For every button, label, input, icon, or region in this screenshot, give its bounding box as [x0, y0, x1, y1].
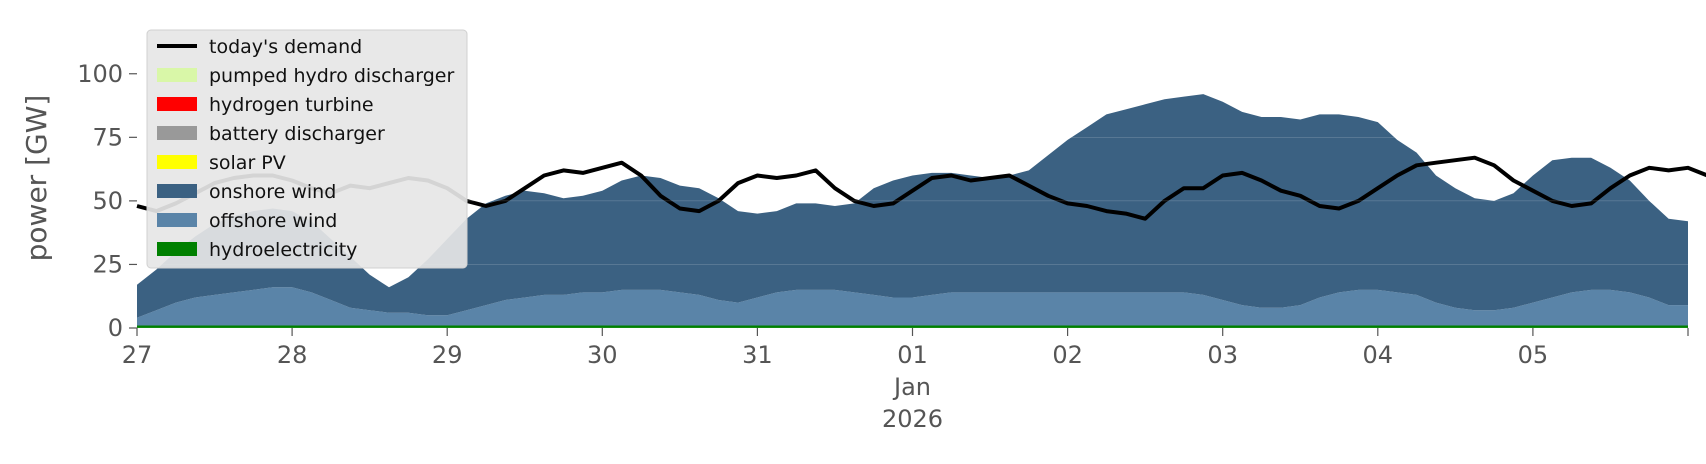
x-tick-label-9: 05 [1518, 341, 1549, 369]
legend-label-4: solar PV [209, 152, 286, 174]
legend-swatch-7 [157, 242, 197, 256]
x-tick-label-1: 28 [277, 341, 308, 369]
x-tick-label-2: 29 [432, 341, 463, 369]
y-tick-label-0: 0 [108, 314, 123, 342]
x-tick-label-7: 03 [1207, 341, 1238, 369]
area-offshore-wind [137, 287, 1688, 326]
legend-label-2: hydrogen turbine [209, 94, 374, 116]
x-tick-label-8: 04 [1363, 341, 1394, 369]
x-tick-label-5: 01 [897, 341, 928, 369]
legend-label-1: pumped hydro discharger [209, 65, 454, 87]
legend-box [146, 29, 468, 269]
legend-label-7: hydroelectricity [209, 239, 357, 261]
legend-label-0: today's demand [209, 36, 362, 58]
stacked-areas [137, 28, 1688, 328]
x-tick-label-6: 02 [1052, 341, 1083, 369]
axes: 0 25 50 75 100 27 28 29 30 31 01 02 03 04 05 Jan 2026 pow… [20, 60, 1689, 433]
x-sub-label-1: 2026 [882, 405, 943, 433]
legend-label-3: battery discharger [209, 123, 385, 145]
x-tick-label-4: 31 [742, 341, 773, 369]
legend-label-5: onshore wind [209, 181, 336, 203]
y-tick-label-2: 50 [92, 187, 123, 215]
y-tick-label-1: 25 [92, 250, 123, 278]
legend-swatch-5 [157, 184, 197, 198]
legend-swatch-3 [157, 126, 197, 140]
x-tick-label-0: 27 [122, 341, 153, 369]
legend-swatch-4 [157, 155, 197, 169]
y-tick-label-4: 100 [77, 60, 123, 88]
legend-swatch-1 [157, 68, 197, 82]
legend-label-6: offshore wind [209, 210, 337, 232]
legend: today's demand pumped hydro discharger hyd… [146, 29, 468, 269]
area-hydroelectricity [137, 325, 1688, 328]
x-sub-label-0: Jan [892, 373, 931, 401]
legend-swatch-2 [157, 97, 197, 111]
x-tick-label-3: 30 [587, 341, 618, 369]
y-tick-label-3: 75 [92, 123, 123, 151]
legend-swatch-6 [157, 213, 197, 227]
area-onshore-wind [137, 94, 1688, 318]
y-axis-label: power [GW] [20, 95, 53, 262]
